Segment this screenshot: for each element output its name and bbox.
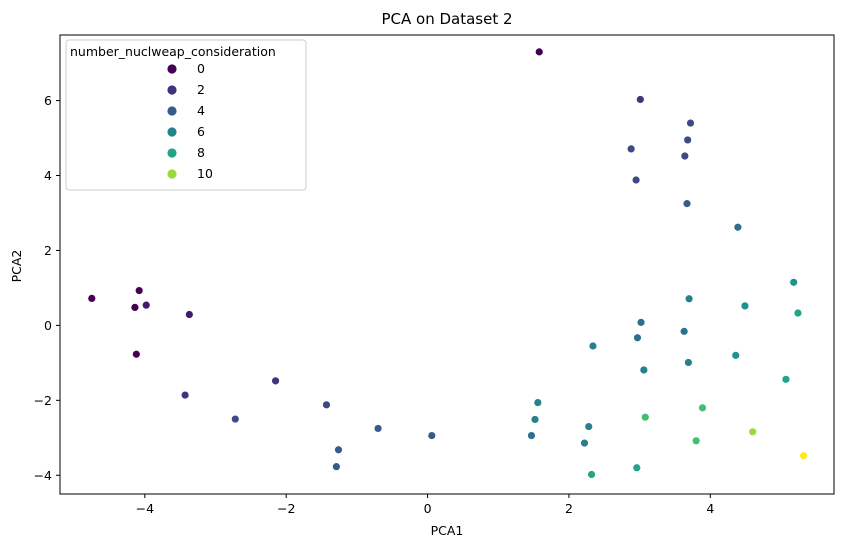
- data-point: [535, 47, 544, 57]
- axes-layer: −4 −2 0 2 4 −4 −2 0 2 4 6: [34, 93, 715, 516]
- data-point: [684, 294, 694, 303]
- x-tick-label: −4: [136, 501, 154, 516]
- legend-label: 0: [197, 61, 205, 76]
- data-point: [533, 398, 543, 407]
- data-point: [580, 438, 589, 448]
- data-point: [684, 358, 693, 367]
- data-point: [373, 424, 383, 433]
- data-point: [427, 431, 437, 440]
- data-point: [733, 223, 743, 232]
- y-tick-label: 2: [44, 243, 52, 258]
- data-point: [636, 95, 645, 104]
- data-point: [641, 412, 650, 422]
- data-point: [87, 294, 97, 303]
- y-tick-label: −2: [34, 393, 52, 408]
- legend-marker: [167, 148, 177, 158]
- data-point: [679, 327, 689, 336]
- legend-marker: [167, 85, 177, 95]
- data-point: [686, 118, 695, 128]
- y-tick-label: −4: [34, 468, 52, 483]
- legend-label: 2: [197, 82, 205, 97]
- x-axis-title: PCA1: [431, 523, 464, 538]
- legend-marker: [167, 169, 177, 179]
- data-point: [632, 463, 641, 472]
- x-tick-label: 4: [706, 501, 714, 516]
- x-tick-label: −2: [277, 501, 295, 516]
- legend-marker: [167, 127, 177, 137]
- data-point: [793, 308, 803, 318]
- data-point: [134, 286, 144, 295]
- data-point: [130, 303, 140, 312]
- legend-box: [65, 39, 307, 191]
- data-point: [584, 422, 593, 431]
- legend-label: 4: [197, 103, 205, 118]
- data-point: [682, 199, 692, 208]
- data-point: [332, 462, 341, 471]
- x-tick-label: 2: [565, 501, 573, 516]
- data-point: [799, 451, 808, 460]
- legend-label: 6: [197, 124, 205, 139]
- data-point: [180, 390, 190, 400]
- data-point: [789, 278, 798, 287]
- data-point: [680, 151, 690, 161]
- data-point: [633, 333, 642, 342]
- data-point: [132, 350, 141, 359]
- data-point: [588, 341, 598, 351]
- legend-label: 8: [197, 145, 205, 160]
- data-point: [748, 427, 757, 437]
- data-point: [334, 445, 343, 454]
- data-point: [527, 431, 536, 440]
- y-tick-label: 6: [44, 93, 52, 108]
- chart-title: PCA on Dataset 2: [381, 10, 512, 28]
- y-tick-label: 0: [44, 318, 52, 333]
- data-point: [698, 403, 707, 413]
- data-point: [231, 414, 240, 424]
- data-point: [636, 318, 646, 327]
- data-point: [626, 144, 636, 154]
- legend-title: number_nuclweap_consideration: [70, 44, 276, 59]
- data-point: [631, 175, 641, 185]
- data-point: [740, 301, 750, 311]
- data-point: [639, 365, 649, 375]
- y-tick-label: 4: [44, 168, 52, 183]
- data-point: [587, 470, 596, 479]
- data-point: [691, 436, 701, 445]
- legend-marker: [167, 106, 177, 116]
- legend: number_nuclweap_consideration 0 2 4 6 8 10: [65, 39, 307, 191]
- data-point: [781, 375, 791, 384]
- data-point: [731, 351, 740, 360]
- points-layer: [87, 47, 808, 479]
- data-point: [530, 415, 540, 424]
- legend-marker: [167, 64, 177, 74]
- legend-label: 10: [197, 166, 213, 181]
- data-point: [322, 400, 331, 410]
- data-point: [683, 135, 692, 145]
- data-point: [185, 310, 194, 319]
- y-axis-title: PCA2: [9, 250, 24, 283]
- data-point: [142, 300, 151, 310]
- x-tick-label: 0: [424, 501, 432, 516]
- data-point: [271, 376, 280, 386]
